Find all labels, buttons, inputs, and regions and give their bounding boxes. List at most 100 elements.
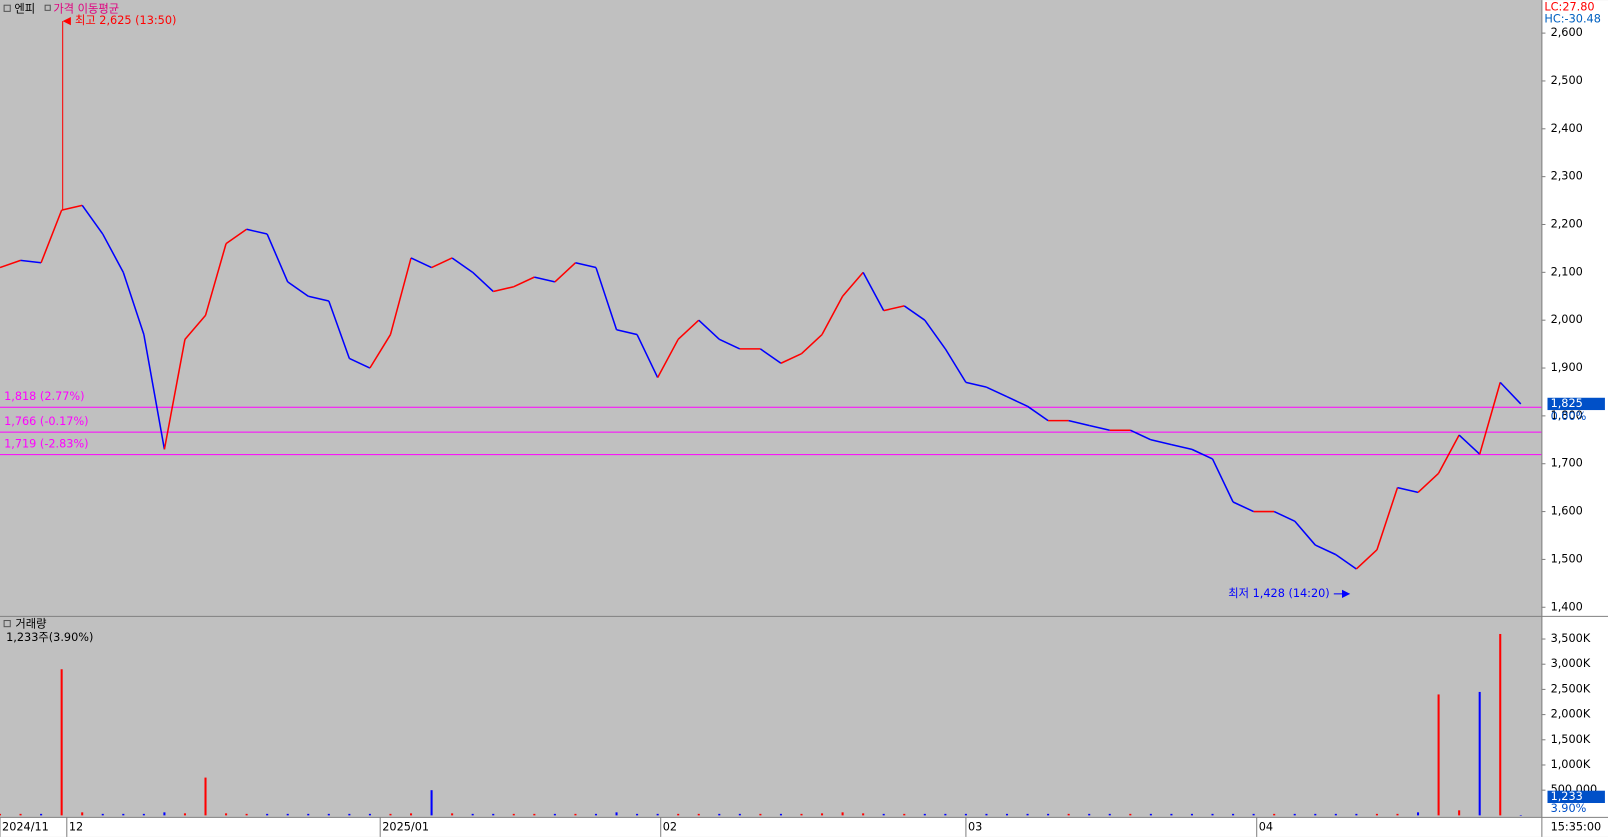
volume-bar	[1273, 813, 1276, 816]
indicator-label: 가격 이동평균	[53, 1, 119, 15]
price-segment	[493, 285, 514, 293]
volume-bar	[738, 813, 741, 816]
volume-bar	[183, 813, 186, 816]
stock-name: 엔피	[14, 2, 35, 15]
y-tick-label: 1,800	[1551, 409, 1583, 422]
y-tick-label: 1,600	[1551, 505, 1583, 518]
volume-bar	[821, 813, 824, 816]
y-tick-label: 1,500K	[1551, 733, 1591, 746]
volume-bar	[1519, 815, 1522, 816]
price-segment	[575, 262, 597, 269]
price-segment	[20, 259, 42, 264]
price-segment	[1294, 520, 1316, 546]
volume-bar	[1499, 633, 1502, 816]
x-tick-label: 12	[69, 821, 83, 834]
time-label: 15:35:00	[1551, 821, 1602, 834]
price-segment	[656, 338, 679, 378]
y-tick-label: 2,500K	[1551, 682, 1591, 695]
last-price-label: 1,825	[1551, 397, 1583, 410]
y-tick-label: 1,900	[1551, 361, 1583, 374]
y-tick-label: 3,500K	[1551, 632, 1591, 645]
volume-bar	[1149, 813, 1152, 816]
volume-bar	[430, 790, 433, 816]
price-segment	[287, 281, 309, 297]
volume-bar	[1108, 813, 1111, 816]
price-segment	[1273, 510, 1296, 522]
price-segment	[81, 204, 104, 235]
price-segment	[677, 319, 700, 340]
price-segment	[266, 233, 289, 283]
volume-bar	[163, 812, 166, 816]
volume-bar	[533, 813, 536, 816]
volume-bar	[245, 813, 248, 816]
price-segment	[204, 243, 227, 316]
volume-bar	[677, 813, 680, 816]
price-segment	[821, 295, 844, 335]
x-tick-label: 04	[1259, 821, 1273, 834]
y-tick-label: 3,000K	[1551, 657, 1591, 670]
volume-bar	[1067, 813, 1070, 816]
last-volume-label: 1,233	[1551, 790, 1583, 803]
level-label: 1,719 (-2.83%)	[4, 437, 88, 450]
price-segment	[1355, 549, 1378, 570]
volume-title: 거래량	[15, 618, 46, 631]
price-segment	[1129, 429, 1152, 441]
volume-bar	[327, 813, 330, 816]
volume-bar	[1170, 813, 1173, 816]
volume-bar	[1232, 813, 1235, 816]
y-tick-label: 2,100	[1551, 265, 1583, 278]
high-arrow	[62, 17, 71, 26]
volume-bar	[882, 813, 885, 816]
volume-bar	[307, 813, 310, 816]
price-segment	[1417, 472, 1440, 493]
level-label: 1,766 (-0.17%)	[4, 415, 88, 428]
low-arrow	[1342, 589, 1351, 598]
icon	[3, 4, 11, 12]
volume-bar	[409, 813, 413, 816]
volume-bar	[225, 813, 228, 816]
volume-bar	[718, 813, 721, 816]
volume-bar	[1293, 813, 1296, 816]
y-tick-label: 1,700	[1551, 457, 1583, 470]
price-segment	[122, 272, 145, 335]
volume-bar	[286, 813, 289, 816]
price-segment	[61, 204, 83, 211]
volume-bar	[985, 813, 988, 816]
y-tick-label: 1,400	[1551, 600, 1583, 613]
price-segment	[40, 209, 63, 264]
volume-bar	[471, 813, 474, 816]
price-segment	[328, 300, 351, 359]
volume-bar	[656, 813, 659, 816]
price-segment	[1191, 448, 1213, 460]
volume-bar	[841, 812, 844, 816]
price-segment	[349, 357, 371, 369]
volume-bar	[266, 813, 269, 816]
price-segment	[1211, 458, 1234, 503]
volume-bar	[1417, 812, 1420, 816]
volume-bar	[574, 813, 577, 816]
price-segment	[1314, 544, 1337, 556]
volume-bar	[1437, 694, 1440, 816]
volume-bar	[451, 813, 454, 816]
price-segment	[924, 319, 946, 350]
y-tick-label: 2,300	[1551, 170, 1583, 183]
y-tick-label: 2,400	[1551, 122, 1583, 135]
volume-bar	[204, 777, 207, 816]
last-change-label: 0.00%	[1551, 410, 1587, 423]
price-segment	[1006, 396, 1028, 408]
price-segment	[534, 276, 556, 283]
volume-bar	[615, 812, 618, 816]
volume-bar	[1458, 810, 1461, 816]
right-axis-area	[1542, 0, 1608, 837]
price-segment	[102, 233, 124, 273]
price-segment	[883, 305, 905, 312]
volume-bar	[101, 813, 104, 816]
price-segment	[1232, 501, 1254, 513]
volume-bar	[19, 813, 22, 816]
price-segment	[143, 334, 166, 450]
volume-bar	[553, 813, 556, 816]
x-tick-label: 02	[663, 821, 677, 834]
last-volume-ratio: 3.90%	[1551, 802, 1587, 815]
price-segment	[472, 271, 494, 293]
